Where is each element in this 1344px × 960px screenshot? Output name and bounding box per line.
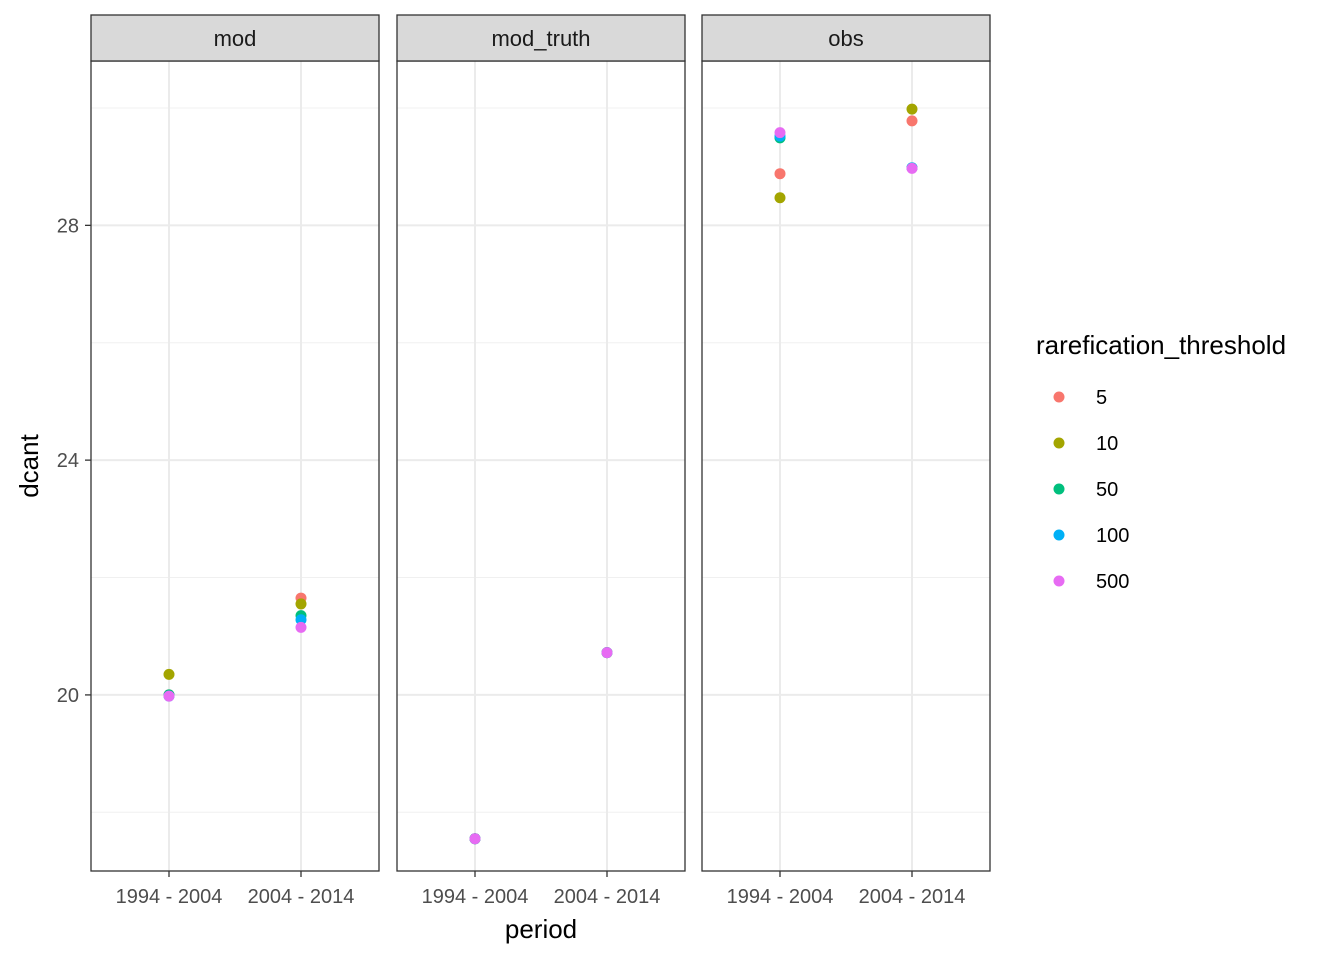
x-tick-label: 2004 - 2014 [859, 886, 966, 908]
legend-item-50: 50 [1053, 479, 1118, 501]
panel-background [702, 61, 990, 871]
legend-item-5: 5 [1053, 387, 1107, 409]
y-tick-label: 24 [57, 450, 79, 472]
facet-strip [90, 14, 380, 62]
point-obs-10-1 [774, 192, 786, 204]
point-obs-500-2 [906, 162, 918, 174]
legend-label: 100 [1096, 525, 1129, 547]
point-mod-10-1 [163, 668, 175, 680]
legend-label: 500 [1096, 571, 1129, 593]
x-tick-label: 1994 - 2004 [422, 886, 529, 908]
point-mod-500-1 [163, 690, 175, 702]
panel-obs: obs 1994 - 2004 2004 - 2014 [701, 14, 991, 908]
point-obs-5-1 [774, 168, 786, 180]
facet-strip-label: mod_truth [491, 26, 590, 51]
legend-key [1053, 483, 1065, 495]
legend-label: 5 [1096, 387, 1107, 409]
x-tick-label: 1994 - 2004 [116, 886, 223, 908]
legend-title: rarefication_threshold [1036, 330, 1286, 360]
y-tick-label: 20 [57, 685, 79, 707]
legend-key [1053, 575, 1065, 587]
legend-key [1053, 529, 1065, 541]
y-tick-label: 28 [57, 215, 79, 237]
x-axis-title: period [505, 914, 577, 944]
panel-background [91, 61, 379, 871]
facet-strip [701, 14, 991, 62]
legend-item-100: 100 [1053, 525, 1129, 547]
point-mod-100-2 [295, 614, 307, 626]
point-obs-500-1 [774, 127, 786, 139]
point-mod-truth-500-1 [469, 833, 481, 845]
legend-label: 10 [1096, 433, 1118, 455]
panels-layer: mod 1994 - 2004 2004 - 2014 mod_truth 1994 -… [90, 14, 991, 908]
point-mod-500-2 [295, 621, 307, 633]
legend-key [1053, 391, 1065, 403]
facet-strip-label: mod [214, 26, 257, 51]
y-axis-title: dcant [14, 433, 44, 497]
legend-item-500: 500 [1053, 571, 1129, 593]
legend-item-10: 10 [1053, 433, 1118, 455]
x-tick-label: 2004 - 2014 [248, 886, 355, 908]
point-mod-10-2 [295, 598, 307, 610]
legend-label: 50 [1096, 479, 1118, 501]
point-mod-truth-500-2 [601, 647, 613, 659]
legend-key [1053, 437, 1065, 449]
panel-mod-truth: mod_truth 1994 - 2004 2004 - 2014 [396, 14, 686, 908]
legend: rarefication_threshold 5 10 50 100 500 [1036, 330, 1286, 593]
y-axis: 20 24 28 [57, 215, 91, 707]
x-tick-label: 1994 - 2004 [727, 886, 834, 908]
point-obs-10-2 [906, 103, 918, 115]
facet-strip-label: obs [828, 26, 863, 51]
panel-mod: mod 1994 - 2004 2004 - 2014 [90, 14, 380, 908]
panel-background [397, 61, 685, 871]
x-tick-label: 2004 - 2014 [554, 886, 661, 908]
point-obs-5-2 [906, 115, 918, 127]
facet-strip [396, 14, 686, 62]
